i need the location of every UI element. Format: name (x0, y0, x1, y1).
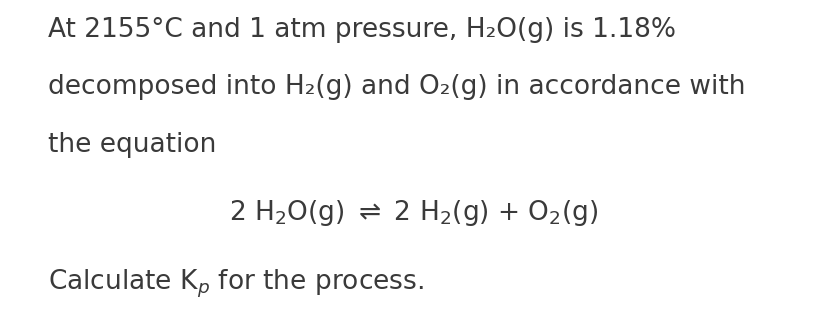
Text: Calculate K$_p$ for the process.: Calculate K$_p$ for the process. (48, 268, 423, 300)
Text: decomposed into H₂(g) and O₂(g) in accordance with: decomposed into H₂(g) and O₂(g) in accor… (48, 74, 744, 100)
Text: At 2155°C and 1 atm pressure, H₂O(g) is 1.18%: At 2155°C and 1 atm pressure, H₂O(g) is … (48, 17, 675, 43)
Text: the equation: the equation (48, 132, 216, 158)
Text: 2 H$_2$O(g) $\rightleftharpoons$ 2 H$_2$(g) + O$_2$(g): 2 H$_2$O(g) $\rightleftharpoons$ 2 H$_2$… (229, 198, 598, 228)
